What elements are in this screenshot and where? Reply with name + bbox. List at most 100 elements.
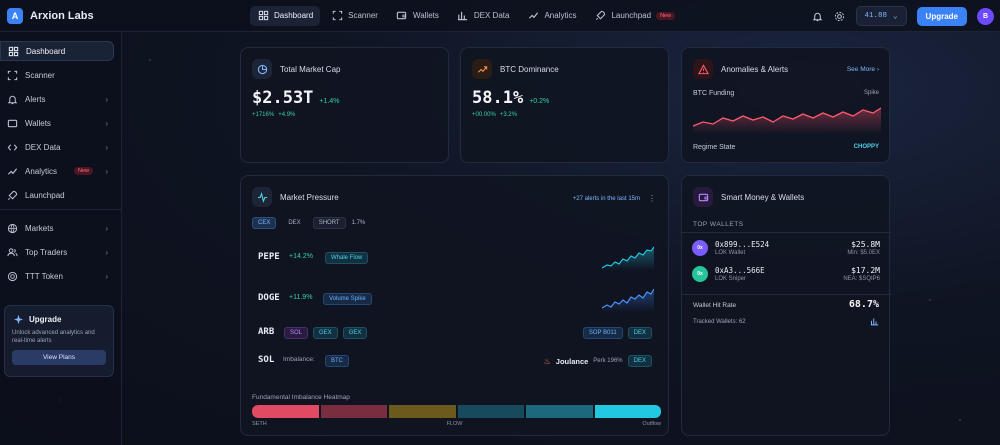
btc-dominance-delta: +0.2% [529, 98, 550, 105]
arb-tag-1[interactable]: SOL [284, 327, 309, 339]
sidebar-item-ttt-token[interactable]: TTT Token › [0, 266, 114, 286]
wallet-icon [693, 187, 713, 207]
balance-dropdown[interactable]: 41.88 ⌄ [855, 6, 907, 26]
sidebar-item-wallets[interactable]: Wallets › [0, 113, 114, 133]
top-nav: Dashboard Scanner Wallets DEX Data Analy… [250, 5, 682, 26]
wallet-amount: $17.2M [851, 266, 880, 275]
new-badge: New [656, 11, 676, 20]
btc-dominance-subdeltas: +00.00% +3.2% [472, 112, 517, 118]
users-icon [6, 246, 18, 258]
wallet-tag: LOK Sniper [715, 276, 747, 282]
sol-right-group: ♨ Joulance Perk 196% DEX [544, 355, 652, 367]
btc-dominance-value-row: 58.1% +0.2% [472, 88, 549, 108]
topnav-analytics[interactable]: Analytics [520, 6, 583, 26]
btc-dominance-title: BTC Dominance [500, 64, 559, 74]
anomalies-title: Anomalies & Alerts [721, 64, 789, 74]
sidebar-item-alerts[interactable]: Alerts › [0, 89, 114, 109]
chevron-right-icon: › [105, 223, 108, 233]
alerts-count-text: +27 alerts in the last 15m [572, 195, 640, 202]
view-plans-button[interactable]: View Plans [12, 350, 106, 365]
topnav-launchpad[interactable]: Launchpad New [587, 6, 682, 26]
arb-tags: SOL GEX GEX [284, 327, 368, 339]
topnav-label: Scanner [348, 11, 378, 20]
wallet-row[interactable]: 0x 0x899...E524 LOK Wallet $25.8M Min: $… [692, 240, 880, 256]
bell-icon[interactable] [812, 10, 824, 22]
header-actions: 41.88 ⌄ Upgrade B [812, 6, 994, 26]
heatmap-bar [252, 405, 661, 418]
market-cap-delta: +1.4% [319, 98, 340, 105]
market-cap-header: Total Market Cap [252, 59, 340, 79]
market-cap-sub-2: +4.9% [278, 112, 296, 118]
btc-funding-tag: Spike [863, 90, 879, 96]
brand[interactable]: A Arxion Labs [0, 7, 250, 24]
chevron-right-icon: › [105, 118, 108, 128]
pressure-row-change: +14.2% [289, 253, 313, 260]
upgrade-button[interactable]: Upgrade [916, 6, 967, 26]
more-options-icon[interactable]: ⋮ [648, 194, 656, 203]
sidebar-item-dex-data[interactable]: DEX Data › [0, 137, 114, 157]
wallet-info: 0xA3...566E LOK Sniper [715, 266, 765, 282]
arb-tag-3[interactable]: GEX [342, 327, 368, 339]
bell-icon [6, 93, 18, 105]
rocket-icon [6, 189, 18, 201]
regime-state-value: CHOPPY [853, 144, 879, 150]
chevron-right-icon: › [105, 94, 108, 104]
gear-icon[interactable] [834, 10, 846, 22]
flame-icon: ♨ [543, 356, 551, 366]
sol-right-name: Joulance [555, 356, 589, 366]
scan-icon [331, 10, 343, 22]
top-wallets-heading: TOP WALLETS [693, 221, 744, 228]
sparkle-icon [12, 313, 24, 325]
bar-chart-icon[interactable] [870, 317, 879, 328]
market-pressure-title: Market Pressure [280, 192, 339, 202]
wallet-id: 0xA3...566E [715, 266, 765, 275]
topnav-scanner[interactable]: Scanner [324, 6, 385, 26]
wallet-row[interactable]: 0x 0xA3...566E LOK Sniper $17.2M NEA: $S… [692, 266, 880, 282]
sidebar-item-markets[interactable]: Markets › [0, 218, 114, 238]
pressure-row-tag[interactable]: Whale Flow [325, 252, 369, 264]
sidebar-item-top-traders[interactable]: Top Traders › [0, 242, 114, 262]
sidebar-item-launchpad[interactable]: Launchpad [0, 185, 114, 205]
sidebar-item-scanner[interactable]: Scanner [0, 65, 114, 85]
market-cap-value: $2.53T [252, 88, 314, 108]
heatmap-label-left: SETH [252, 421, 267, 427]
upgrade-card-title: Upgrade [12, 313, 106, 325]
regime-state-label: Regime State [693, 144, 736, 151]
heatmap-title: Fundamental Imbalance Heatmap [252, 394, 350, 401]
topnav-dashboard[interactable]: Dashboard [250, 5, 321, 26]
sidebar-item-label: Analytics [25, 166, 58, 176]
topnav-wallets[interactable]: Wallets [389, 6, 446, 26]
arb-right-tag-1[interactable]: SOP B011 [582, 327, 623, 339]
sidebar-item-dashboard[interactable]: Dashboard [0, 41, 114, 61]
arb-tag-2[interactable]: GEX [313, 327, 338, 339]
heatmap-segment [320, 405, 387, 418]
filter-dex[interactable]: DEX [288, 220, 301, 226]
sol-imbalance-tag[interactable]: BTC [325, 355, 349, 367]
tracked-wallets-label: Tracked Wallets: 62 [693, 319, 746, 325]
arb-right-tag-2[interactable]: DEX [627, 327, 652, 339]
filter-cex[interactable]: CEX [252, 217, 277, 229]
sol-right-perk: Perk 196% [593, 358, 623, 364]
sidebar-item-label: Markets [25, 223, 54, 233]
pressure-row-ticker: PEPE [258, 252, 280, 262]
anomalies-card: Anomalies & Alerts See More › BTC Fundin… [681, 47, 890, 163]
heatmap-segment [389, 405, 456, 418]
sol-right-tag[interactable]: DEX [627, 355, 652, 367]
see-more-link[interactable]: See More › [847, 66, 879, 73]
smart-money-header: Smart Money & Wallets [693, 187, 804, 207]
sidebar-item-analytics[interactable]: Analytics New › [0, 161, 114, 181]
topnav-label: Launchpad [611, 11, 652, 20]
filter-short[interactable]: SHORT [312, 217, 346, 229]
wallet-values: $25.8M Min: $5.0EX [847, 240, 880, 256]
sidebar-item-label: Wallets [25, 118, 51, 128]
wallet-icon [6, 117, 18, 129]
pressure-row-tag[interactable]: Volume Spike [323, 293, 372, 305]
top-navigation-bar: A Arxion Labs Dashboard Scanner Wallets … [0, 0, 1000, 32]
wallet-id: 0x899...E524 [715, 240, 770, 249]
chevron-right-icon: › [876, 66, 879, 73]
wallet-avatar: 0x [692, 240, 708, 256]
avatar[interactable]: B [977, 7, 994, 25]
activity-icon [252, 187, 272, 207]
wallet-tag: LOK Wallet [715, 250, 746, 256]
topnav-dex-data[interactable]: DEX Data [450, 6, 517, 26]
